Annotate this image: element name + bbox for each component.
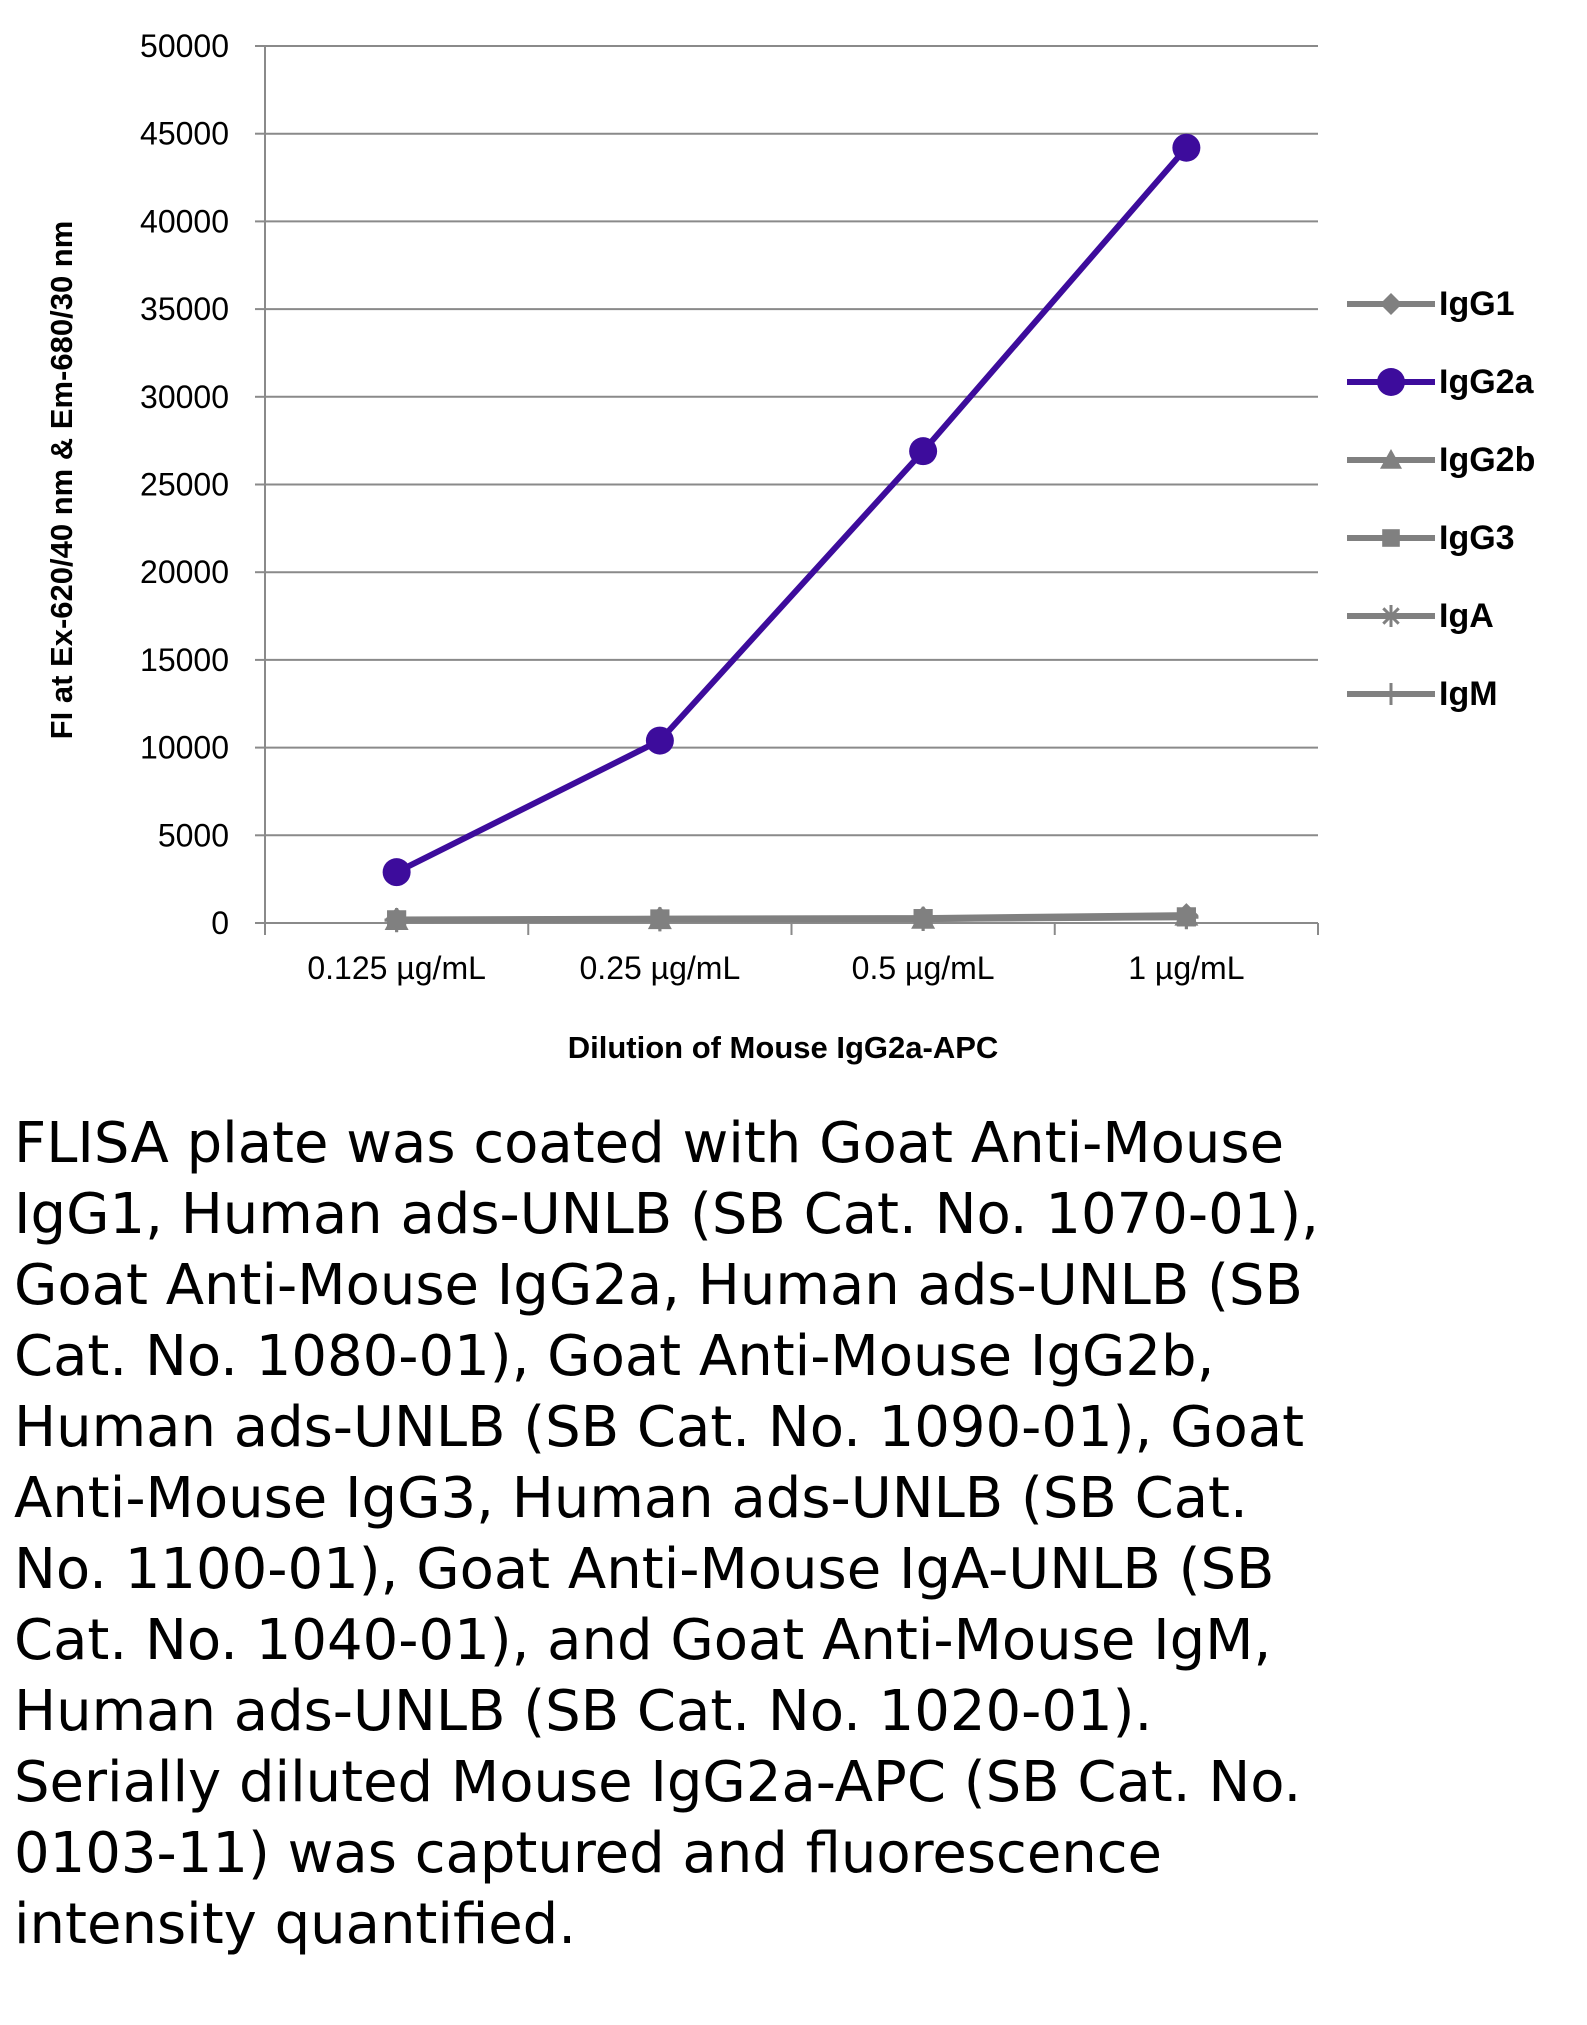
y-tick-label: 50000 [140,28,229,64]
y-tick-label: 30000 [140,379,229,415]
legend-marker [1380,683,1402,705]
legend-marker [1382,529,1400,547]
y-tick-label: 45000 [140,116,229,152]
legend-item-iga: IgA [1345,577,1585,655]
data-point-igg2a [645,726,674,755]
data-point-igg2a [909,437,938,466]
legend-label: IgA [1439,596,1494,635]
chart-plot: 0 5000 10000 15000 20000 25000 30000 35000 40000… [140,28,1319,986]
y-tick-label: 10000 [140,730,229,766]
data-point-igg2a [382,858,411,887]
x-tick-label: 0.5 µg/mL [852,950,995,986]
legend-swatch [1347,449,1435,469]
legend-swatch [1347,529,1435,547]
y-tick-label: 15000 [140,642,229,678]
legend-marker [1380,605,1402,627]
legend-item-igg3: IgG3 [1345,499,1585,577]
x-tick-label: 1 µg/mL [1128,950,1244,986]
y-tick-label: 5000 [158,817,229,853]
series-line-igg2a [395,145,1189,875]
legend-swatch [1347,605,1435,627]
x-tick-label: 0.125 µg/mL [307,950,486,986]
legend-label: IgG3 [1439,518,1515,557]
y-axis-label: FI at Ex-620/40 nm & Em-680/30 nm [44,220,79,740]
data-point-igm [647,907,672,932]
data-point-igm [1174,905,1199,930]
legend-marker [1380,293,1402,315]
y-tick-label: 0 [211,905,229,941]
x-tick-label: 0.25 µg/mL [580,950,741,986]
figure-caption: FLISA plate was coated with Goat Anti-Mo… [14,1111,1319,1957]
legend-label: IgG2a [1439,362,1534,401]
legend-swatch [1347,683,1435,705]
data-point-igm [384,908,409,933]
data-point-igg2a [1172,133,1201,162]
y-tick-label: 35000 [140,291,229,327]
legend-swatch [1347,293,1435,315]
chart: 0 5000 10000 15000 20000 25000 30000 35000 40000… [44,28,1585,1065]
legend-item-igg2a: IgG2a [1345,343,1585,421]
y-tick-label: 25000 [140,467,229,503]
legend-label: IgG1 [1439,284,1515,323]
chart-legend: IgG1 IgG2a IgG2b IgG3 IgA IgM [1345,265,1585,733]
legend-item-igg2b: IgG2b [1345,421,1585,499]
y-tick-label: 20000 [140,554,229,590]
legend-marker [1380,449,1402,469]
x-axis-label: Dilution of Mouse IgG2a-APC [567,1030,999,1065]
legend-item-igg1: IgG1 [1345,265,1585,343]
legend-label: IgG2b [1439,440,1536,479]
legend-item-igm: IgM [1345,655,1585,733]
series-line-igm [396,914,1187,924]
legend-label: IgM [1439,674,1498,713]
legend-marker [1377,368,1405,396]
y-tick-label: 40000 [140,203,229,239]
data-point-igm [911,906,936,931]
legend-swatch [1347,368,1435,396]
